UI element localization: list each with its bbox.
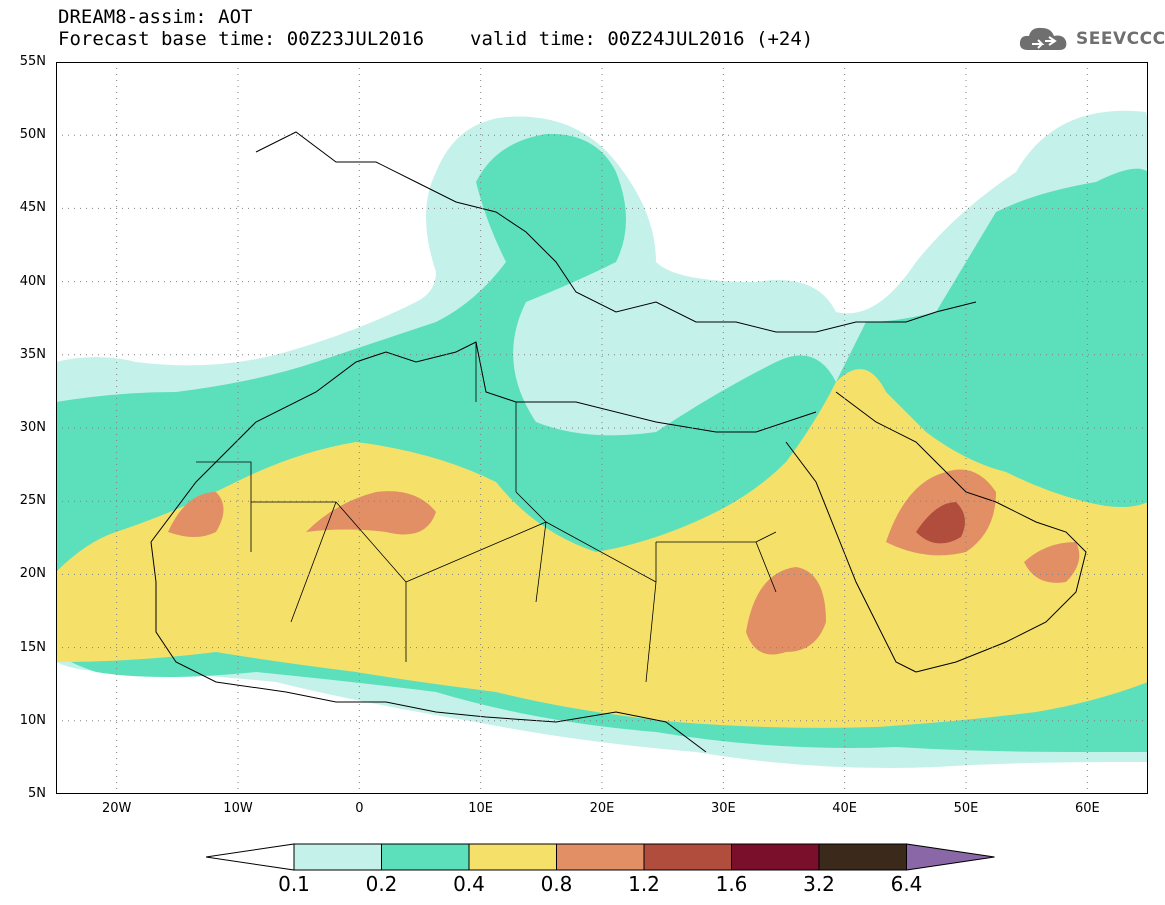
- colorbar-label: 0.4: [453, 872, 485, 896]
- colorbar-label: 3.2: [803, 872, 835, 896]
- colorbar-swatch: [468, 843, 557, 871]
- logo-text: SEEVCCC: [1076, 29, 1165, 49]
- aot-contour-0-8-sahara: [306, 491, 436, 535]
- aot-contour-1-2-arabia: [916, 502, 965, 544]
- latitude-label: 50N: [19, 127, 46, 143]
- latitude-label: 10N: [19, 712, 46, 728]
- colorbar-label: 0.8: [540, 872, 573, 896]
- colorbar-swatch: [556, 843, 645, 871]
- longitude-label: 10W: [223, 801, 253, 816]
- colorbar-swatches: [293, 843, 907, 871]
- latitude-label: 30N: [19, 420, 46, 435]
- colorbar-swatch: [293, 843, 382, 871]
- forecast-base-time: Forecast base time: 00Z23JUL2016: [58, 28, 425, 50]
- colorbar-label: 1.2: [628, 872, 660, 896]
- colorbar-swatch: [381, 843, 470, 871]
- aot-map: [56, 62, 1148, 794]
- colorbar-label: 0.1: [278, 872, 310, 896]
- aot-contour-0-8-west: [168, 492, 224, 537]
- latitude-label: 20N: [19, 566, 46, 582]
- latitude-label: 55N: [19, 54, 46, 69]
- aot-contour-0-8-sudan: [746, 567, 826, 655]
- longitude-label: 40E: [832, 801, 858, 816]
- time-line: Forecast base time: 00Z23JUL2016 valid ti…: [58, 28, 813, 50]
- aot-contour-0-8-oman: [1024, 542, 1080, 583]
- latitude-label: 15N: [19, 639, 46, 655]
- longitude-label: 50E: [953, 801, 979, 816]
- longitude-label: 30E: [710, 801, 736, 816]
- country-borders: [196, 342, 777, 683]
- colorbar-label: 1.6: [715, 872, 748, 896]
- colorbar-swatch: [643, 843, 732, 871]
- colorbar: [206, 843, 995, 871]
- graticule: [56, 62, 1148, 794]
- colorbar-swatch: [818, 843, 907, 871]
- latitude-label: 40N: [19, 273, 46, 289]
- colorbar-low-arrow: [206, 843, 295, 871]
- latitude-label: 35N: [19, 346, 46, 362]
- map-title: DREAM8-assim: AOT: [58, 6, 253, 28]
- longitude-label: 20W: [101, 801, 132, 816]
- longitude-label: 60E: [1074, 801, 1100, 816]
- colorbar-high-arrow: [906, 843, 995, 871]
- latitude-label: 25N: [19, 493, 46, 509]
- aot-contour-0-4: [56, 369, 1148, 728]
- colorbar-swatch: [731, 843, 820, 871]
- cloud-icon: [1019, 27, 1067, 50]
- seevccc-logo: SEEVCCC: [1018, 22, 1165, 56]
- colorbar-label: 6.4: [890, 872, 923, 896]
- latitude-label: 45N: [19, 200, 46, 216]
- valid-time: valid time: 00Z24JUL2016 (+24): [470, 28, 814, 50]
- latitude-label: 5N: [28, 786, 46, 801]
- colorbar-label: 0.2: [365, 872, 398, 896]
- longitude-label: 0: [355, 801, 364, 816]
- longitude-label: 10E: [468, 801, 494, 816]
- longitude-label: 20E: [589, 801, 615, 816]
